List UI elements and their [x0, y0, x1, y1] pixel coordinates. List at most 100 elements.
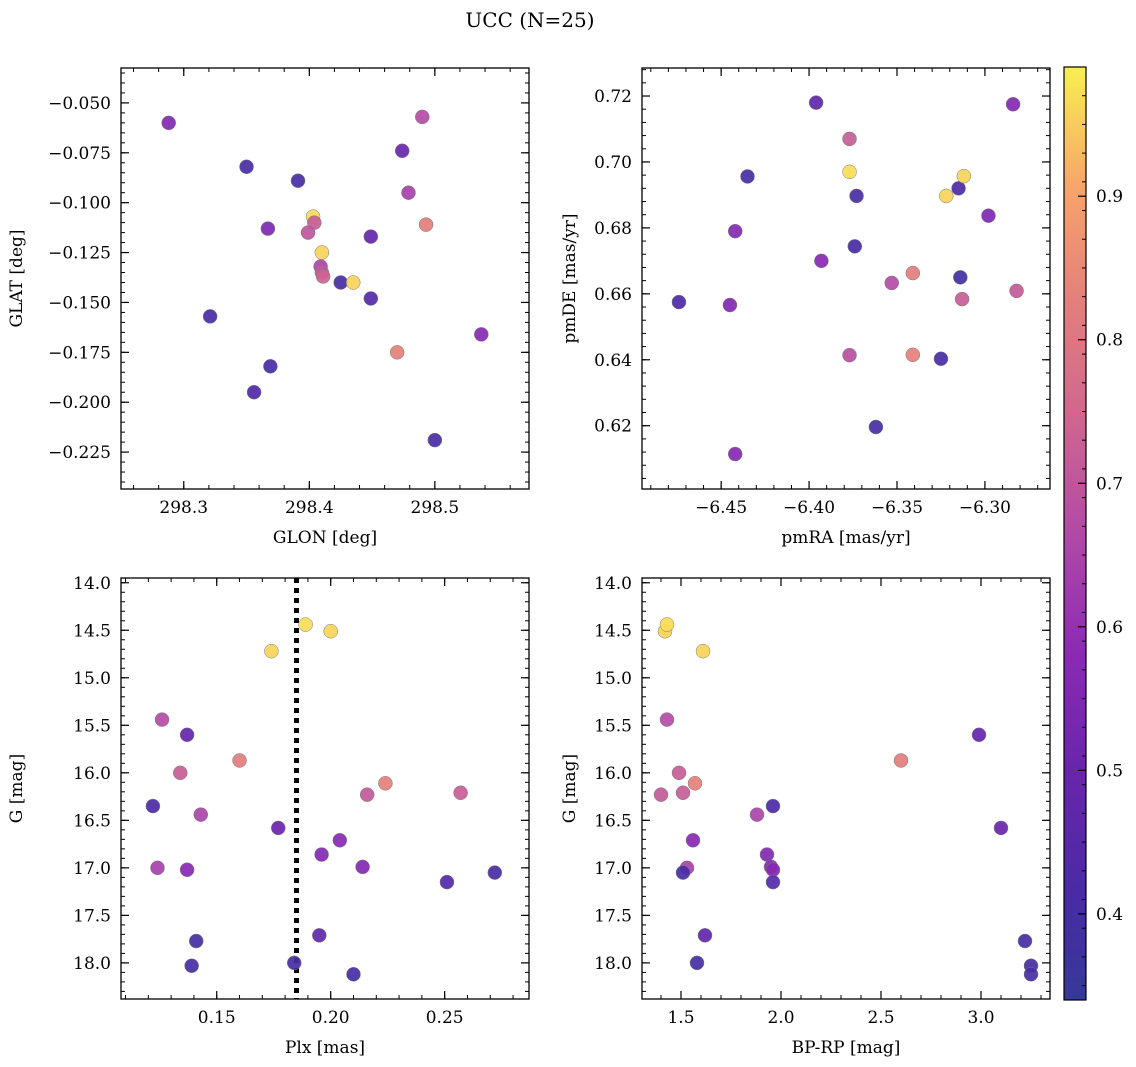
data-point — [938, 188, 954, 204]
data-point — [345, 275, 361, 290]
colorbar-tick-label: 0.9 — [1096, 187, 1123, 207]
data-point — [1017, 933, 1033, 949]
x-tick-label: 298.3 — [159, 498, 208, 518]
data-point — [359, 787, 375, 802]
x-tick-label: −6.40 — [783, 498, 835, 518]
data-point — [401, 185, 416, 200]
y-tick-label: 15.5 — [73, 716, 111, 736]
data-point — [427, 432, 443, 448]
y-tick-label: 17.5 — [594, 906, 632, 926]
x-tick-label: −6.35 — [871, 498, 923, 518]
x-tick-label: 2.0 — [767, 1008, 794, 1028]
data-point — [154, 712, 170, 727]
data-point — [323, 623, 338, 639]
data-point — [363, 229, 379, 244]
colorbar-tick-label: 0.4 — [1096, 905, 1123, 925]
x-tick-label: 0.15 — [198, 1008, 236, 1028]
data-point — [263, 359, 278, 374]
data-point — [759, 847, 775, 862]
data-point — [298, 617, 313, 632]
axes-frame — [641, 577, 1051, 1000]
data-point — [659, 712, 675, 727]
data-point — [765, 862, 781, 878]
data-point — [184, 958, 199, 973]
data-point — [150, 860, 165, 876]
data-point — [849, 188, 864, 204]
data-point — [202, 309, 218, 324]
data-point — [808, 95, 824, 110]
y-tick-label: −0.175 — [48, 343, 111, 363]
data-point — [675, 865, 691, 880]
data-point — [415, 109, 430, 125]
x-axis-label: Plx [mas] — [285, 1038, 365, 1058]
data-point — [161, 115, 176, 131]
y-tick-label: 15.0 — [594, 669, 632, 689]
data-point — [933, 351, 949, 367]
data-point — [232, 753, 247, 768]
data-point — [1009, 283, 1024, 299]
x-axis-label: pmRA [mas/yr] — [781, 528, 910, 548]
data-point — [765, 798, 781, 814]
data-point — [675, 785, 691, 801]
y-tick-label: −0.150 — [48, 293, 111, 313]
data-point — [740, 169, 755, 184]
data-point — [993, 820, 1009, 836]
data-point — [689, 955, 705, 971]
data-point — [453, 785, 468, 801]
data-point — [239, 159, 254, 175]
data-point — [314, 847, 329, 862]
y-axis-label: G [mag] — [7, 754, 27, 823]
data-point — [905, 265, 921, 281]
data-point — [188, 933, 204, 949]
data-point — [765, 874, 781, 890]
y-tick-label: 0.64 — [594, 351, 632, 371]
data-point — [179, 862, 195, 878]
y-tick-label: −0.225 — [48, 443, 111, 463]
data-point — [981, 208, 996, 223]
x-tick-label: 0.20 — [312, 1008, 350, 1028]
data-point — [749, 807, 765, 822]
x-tick-label: 1.5 — [667, 1008, 694, 1028]
y-tick-label: 16.0 — [594, 764, 632, 784]
y-tick-label: 16.0 — [73, 764, 111, 784]
y-tick-label: 17.5 — [73, 906, 111, 926]
colorbar-tick-label: 0.6 — [1096, 618, 1123, 638]
colorbar-tick-label: 0.7 — [1096, 474, 1123, 494]
data-point — [695, 643, 711, 659]
colorbar: 0.4 0.5 0.6 0.7 0.8 0.9 — [1063, 66, 1123, 1001]
data-point — [271, 820, 286, 836]
data-point — [355, 859, 370, 875]
data-point — [346, 967, 361, 982]
data-point — [286, 955, 302, 971]
y-tick-label: 0.66 — [594, 285, 632, 305]
data-point — [332, 833, 348, 848]
y-tick-label: 18.0 — [594, 954, 632, 974]
y-tick-label: 0.72 — [594, 87, 632, 107]
colorbar-tick-label: 0.5 — [1096, 761, 1123, 781]
data-point — [868, 419, 884, 435]
y-tick-label: 16.5 — [73, 811, 111, 831]
y-tick-label: −0.125 — [48, 244, 111, 264]
axes-frame — [641, 67, 1051, 490]
data-point — [389, 345, 405, 360]
data-point — [971, 727, 987, 743]
data-point — [685, 833, 701, 848]
data-point — [847, 239, 863, 254]
figure-title: UCC (N=25) — [465, 8, 594, 32]
y-axis-label: G [mag] — [560, 754, 580, 823]
data-point — [653, 787, 669, 802]
data-point — [956, 168, 972, 184]
x-tick-label: 0.25 — [426, 1008, 464, 1028]
panel-plx-g: 0.15 0.20 0.25 14.0 14.5 15.0 15.5 16.0 16.5 17.0… — [7, 574, 530, 1058]
x-tick-label: 298.4 — [285, 498, 334, 518]
x-tick-label: 3.0 — [967, 1008, 994, 1028]
data-point — [1005, 97, 1021, 112]
y-tick-label: −0.100 — [48, 194, 111, 214]
y-tick-label: 17.0 — [73, 859, 111, 879]
data-point — [315, 269, 331, 284]
data-point — [290, 173, 306, 188]
x-tick-label: 298.5 — [411, 498, 460, 518]
y-tick-label: 17.0 — [594, 859, 632, 879]
x-tick-label: −6.45 — [695, 498, 747, 518]
